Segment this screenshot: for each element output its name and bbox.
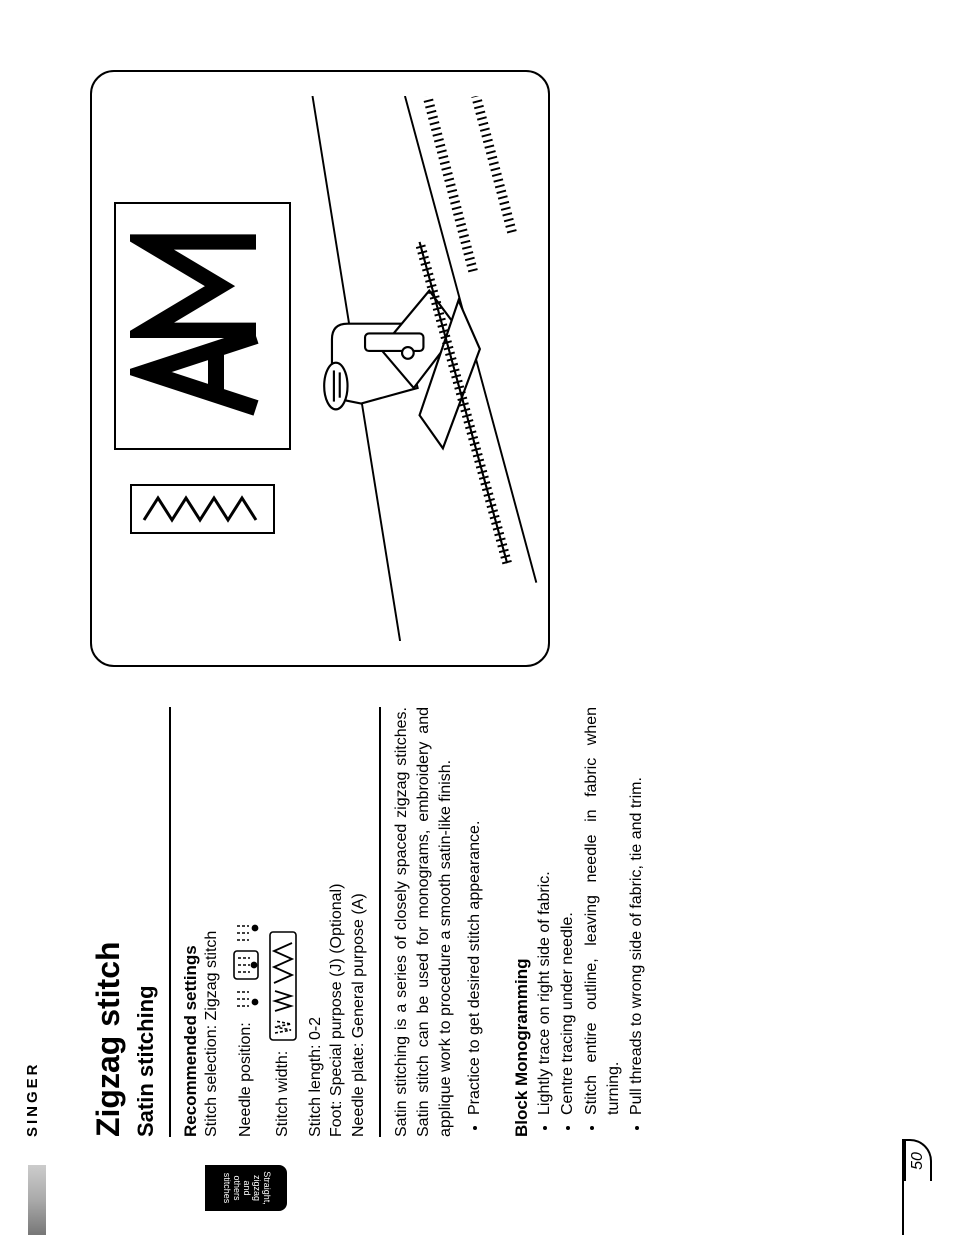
text-column: Zigzag stitch Satin stitching Recommende… [90,707,914,1137]
description-text: Satin stitching is a series of closely s… [391,707,456,1137]
side-tab-line: Straight, [261,1171,271,1205]
figure-top-row [112,96,292,641]
settings-heading: Recommended settings [181,707,201,1137]
setting-needle-position-label: Needle position: [235,1022,257,1137]
setting-stitch-length: Stitch length: 0-2 [305,707,327,1137]
setting-stitch-width-label: Stitch width: [272,1051,294,1137]
page-subtitle: Satin stitching [133,707,159,1137]
setting-stitch-selection: Stitch selection: Zigzag stitch [201,707,223,1137]
side-tab-line: others [231,1175,241,1200]
list-item: Stitch entire outline, leaving needle in… [581,707,624,1115]
recommended-settings: Recommended settings Stitch selection: Z… [181,707,377,1137]
description-bullets: Practice to get desired stitch appearanc… [464,707,486,1137]
list-item: Lightly trace on right side of fabric. [534,707,556,1115]
block-monogramming: Block Monogramming Lightly trace on righ… [512,707,648,1137]
divider [379,707,381,1137]
presser-foot-illustration [310,96,539,641]
content-columns: Zigzag stitch Satin stitching Recommende… [90,70,914,1137]
list-item: Centre tracing under needle. [557,707,579,1115]
setting-stitch-width-row: Stitch width: [269,707,297,1137]
block-heading: Block Monogramming [512,707,532,1137]
brand-logo-text: SINGER [24,1061,41,1137]
page-title: Zigzag stitch [90,707,127,1137]
side-tab-line: zigzag and [241,1168,261,1208]
setting-needle-position-row: Needle position: [231,707,261,1137]
divider [169,707,171,1137]
needle-position-icon [231,916,261,1012]
setting-needle-plate: Needle plate: General purpose (A) [348,707,370,1137]
block-bullets: Lightly trace on right side of fabric. C… [534,707,648,1137]
zigzag-sample-icon [130,485,275,535]
page-number: 50 [904,1139,932,1181]
description-block: Satin stitching is a series of closely s… [391,707,456,1137]
monogram-sample-icon [114,203,291,451]
stitch-width-icon [269,931,297,1041]
list-item: Practice to get desired stitch appearanc… [464,707,486,1115]
header-gradient-bar [28,1165,46,1235]
figure-frame [90,70,550,667]
side-tab-line: stitches [221,1173,231,1204]
section-side-tab: Straight, zigzag and others stitches [205,1165,287,1211]
page-root: SINGER Straight, zigzag and others stitc… [0,0,954,1235]
figure-column [90,70,914,667]
list-item: Pull threads to wrong side of fabric, ti… [626,707,648,1115]
setting-foot: Foot: Special purpose (J) (Optional) [326,707,348,1137]
